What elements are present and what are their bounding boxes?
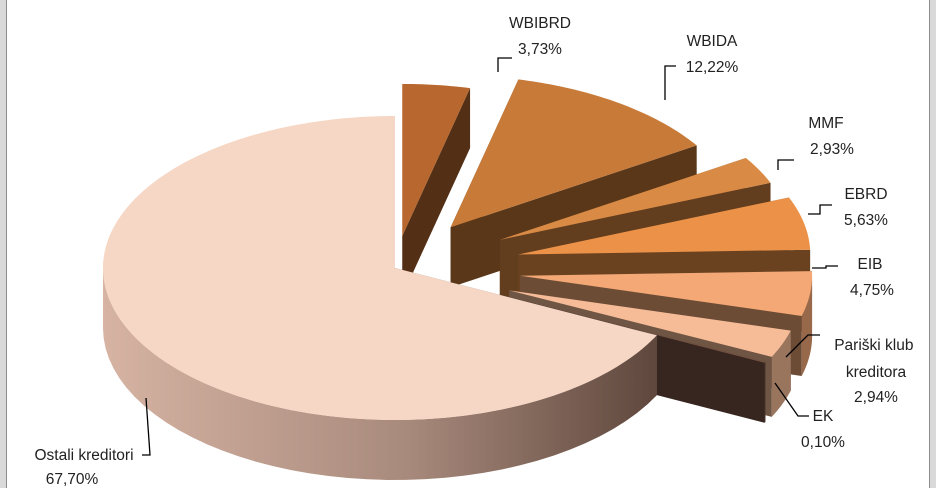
label-value-pariski-klub: 2,94% — [854, 389, 898, 406]
label-name-ostali-kreditori: Ostali kreditori — [34, 447, 133, 464]
slice-wall-wbibrd-1 — [402, 88, 471, 296]
leader-line-wbibrd — [497, 57, 512, 72]
slice-rim-eib — [801, 275, 813, 376]
label-name-ek: EK — [813, 408, 834, 425]
right-frame-edge — [929, 0, 936, 488]
label-value-mmf: 2,93% — [810, 141, 854, 158]
slice-rim-pariski-klub — [771, 330, 791, 417]
leader-line-eib — [812, 265, 838, 269]
label-value-ebrd: 5,63% — [844, 212, 888, 229]
label-value-ostali-kreditori: 67,70% — [46, 471, 99, 488]
leader-line-ebrd — [808, 204, 832, 215]
leader-line-wbida — [664, 65, 676, 100]
label-name-ebrd: EBRD — [844, 186, 887, 203]
label-value-eib: 4,75% — [850, 282, 894, 299]
label-value-ek: 0,10% — [801, 434, 845, 451]
slice-pariski-klub — [509, 290, 791, 357]
leader-line-mmf — [777, 159, 794, 170]
label-name-wbibrd: WBIBRD — [509, 15, 571, 32]
slice-mmf — [499, 157, 771, 240]
leader-line-pariski-klub — [785, 334, 820, 358]
slice-ek — [502, 295, 766, 363]
label-name-wbida: WBIDA — [687, 33, 738, 50]
label-name-eib: EIB — [858, 256, 883, 273]
slice-ostali-kreditori — [103, 116, 657, 420]
slices-layer — [103, 79, 813, 480]
leader-line-ostali-kreditori — [142, 397, 151, 456]
slice-rim-ek — [764, 361, 766, 423]
label-name-pariski-klub: Pariški klub kreditora — [834, 337, 918, 381]
slice-wbida — [450, 79, 697, 228]
left-frame-edge — [0, 0, 7, 488]
label-name-mmf: MMF — [808, 115, 843, 132]
label-value-wbida: 12,22% — [686, 59, 739, 76]
label-value-wbibrd: 3,73% — [518, 41, 562, 58]
slice-eib — [520, 271, 813, 316]
slice-wbibrd — [402, 83, 471, 236]
slice-rim-ostali-kreditori — [103, 268, 657, 480]
slice-ebrd — [518, 197, 811, 255]
leader-line-ek — [774, 382, 809, 417]
labels-layer: WBIBRD 3,73% WBIDA 12,22% MMF 2,93% EBRD… — [34, 15, 918, 488]
